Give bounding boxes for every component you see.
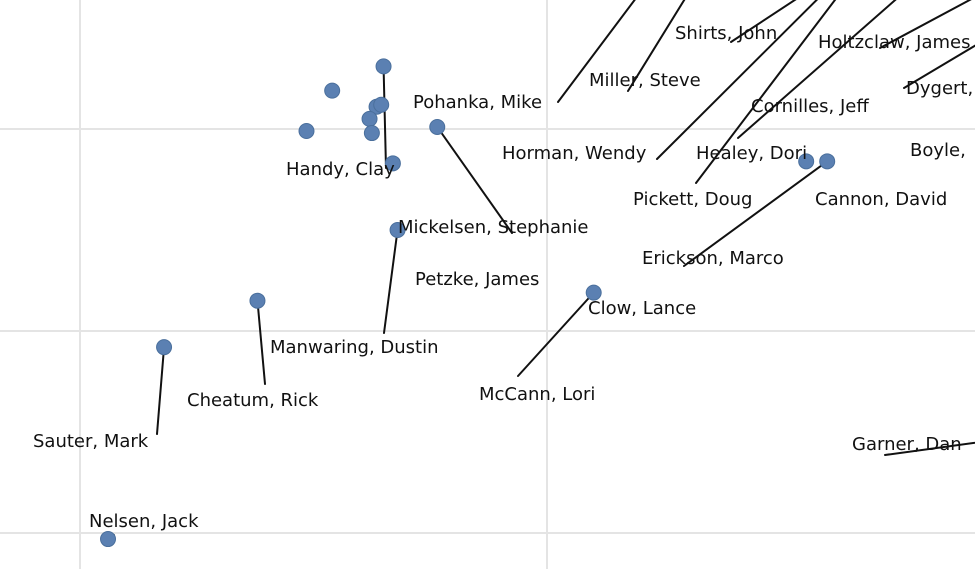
label-leader-line	[517, 291, 595, 377]
label-leader-line	[884, 441, 975, 456]
point-label: Petzke, James	[415, 269, 539, 290]
label-leader-line	[737, 0, 897, 139]
label-leader-line	[156, 346, 166, 435]
point-label: Nelsen, Jack	[89, 511, 199, 532]
point-label: Dygert,	[906, 78, 973, 99]
point-label: Clow, Lance	[588, 298, 696, 319]
point-label: Shirts, John	[675, 23, 777, 44]
label-leader-line	[256, 299, 266, 385]
label-leader-line	[730, 0, 797, 43]
data-point	[384, 155, 401, 172]
point-label: Cannon, David	[815, 189, 947, 210]
point-label: McCann, Lori	[479, 384, 595, 405]
point-label: Cornilles, Jeff	[751, 96, 869, 117]
data-point	[375, 58, 392, 75]
label-leader-line	[382, 65, 387, 169]
point-label: Pohanka, Mike	[413, 92, 542, 113]
point-label: Manwaring, Dustin	[270, 337, 439, 358]
data-point	[429, 118, 446, 135]
point-label: Miller, Steve	[589, 70, 701, 91]
data-point	[363, 125, 380, 142]
point-label: Healey, Dori	[696, 143, 807, 164]
data-point	[100, 531, 117, 548]
data-point	[819, 153, 836, 170]
point-label: Mickelsen, Stephanie	[398, 217, 589, 238]
point-label: Holtzclaw, James	[818, 32, 970, 53]
label-leader-line	[695, 0, 837, 184]
point-label: Pickett, Doug	[633, 189, 752, 210]
point-label: Boyle,	[910, 140, 966, 161]
data-point	[249, 292, 266, 309]
point-label: Cheatum, Rick	[187, 390, 319, 411]
point-label: Horman, Wendy	[502, 143, 647, 164]
point-labels: Shirts, John Holtzclaw, James Dygert, Mille…	[33, 23, 973, 532]
leader-lines	[107, 0, 975, 541]
data-point	[361, 110, 378, 127]
data-point	[585, 284, 602, 301]
label-leader-line	[903, 44, 975, 89]
label-leader-line	[627, 0, 686, 92]
data-point	[156, 339, 173, 356]
label-leader-line	[656, 0, 819, 160]
label-leader-line	[383, 229, 399, 334]
data-points	[100, 58, 836, 548]
label-leader-line	[436, 125, 513, 234]
label-leader-line	[879, 0, 972, 49]
point-label: Erickson, Marco	[642, 248, 784, 269]
data-point	[798, 153, 815, 170]
label-leader-line	[557, 0, 636, 103]
data-point	[298, 123, 315, 140]
data-point	[373, 96, 390, 113]
point-label: Handy, Clay	[286, 159, 395, 180]
point-label: Garner, Dan	[852, 434, 962, 455]
point-label: Sauter, Mark	[33, 431, 149, 452]
data-point	[389, 222, 406, 238]
data-point	[324, 82, 341, 99]
label-leader-line	[683, 160, 829, 267]
